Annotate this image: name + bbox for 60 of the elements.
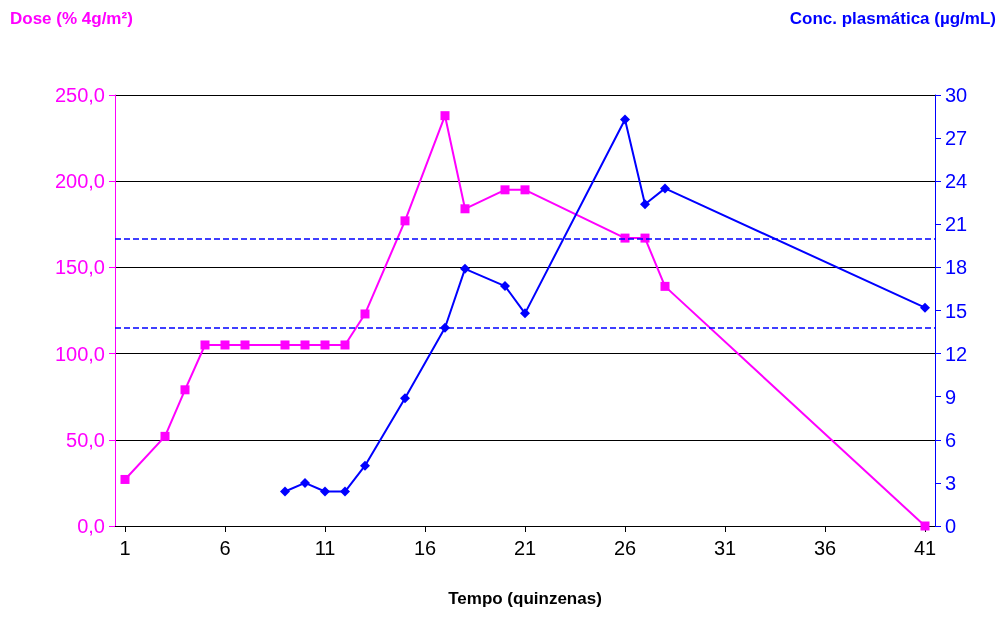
point <box>340 340 350 350</box>
x-tick-label: 1 <box>119 537 131 559</box>
point <box>280 486 290 497</box>
x-tick-label: 36 <box>813 537 837 559</box>
point <box>360 309 370 319</box>
point <box>920 521 930 531</box>
y-tick-label: 250,0 <box>54 84 105 106</box>
y2-tick-label: 0 <box>945 515 957 537</box>
y-tick-label: 200,0 <box>54 170 105 193</box>
point <box>360 460 370 471</box>
point <box>300 340 310 350</box>
point <box>220 340 230 350</box>
y-tick-label: 0,0 <box>77 515 105 537</box>
point <box>500 281 510 292</box>
point <box>920 302 930 313</box>
point <box>460 204 470 214</box>
point <box>180 385 190 395</box>
point <box>620 114 630 125</box>
x-axis-title: Tempo (quinzenas) <box>448 589 602 608</box>
point <box>160 431 170 441</box>
x-tick-label: 41 <box>913 537 937 559</box>
y2-tick-label: 9 <box>945 385 957 408</box>
y-tick-label: 100,0 <box>54 342 105 365</box>
point <box>300 477 310 488</box>
point <box>320 340 330 350</box>
point <box>340 486 350 497</box>
y-axis-title: Dose (% 4g/m²) <box>10 9 133 28</box>
y2-axis-title: Conc. plasmática (µg/mL) <box>789 9 997 28</box>
y-tick-label: 150,0 <box>54 256 105 279</box>
point <box>520 185 530 195</box>
x-tick-label: 21 <box>513 537 537 559</box>
x-tick-label: 31 <box>713 537 737 559</box>
point <box>200 340 210 350</box>
point <box>120 474 130 484</box>
point <box>640 199 650 210</box>
point <box>280 340 290 350</box>
point <box>400 393 410 404</box>
y2-tick-label: 15 <box>945 299 968 322</box>
point <box>400 216 410 226</box>
y-tick-label: 50,0 <box>66 428 105 451</box>
x-tick-label: 26 <box>613 537 637 559</box>
point <box>460 263 470 274</box>
x-tick-label: 16 <box>413 537 437 559</box>
point <box>320 486 330 497</box>
y2-tick-label: 27 <box>945 127 968 150</box>
y2-tick-label: 6 <box>945 428 957 451</box>
y2-tick-label: 3 <box>945 471 957 494</box>
y2-tick-label: 30 <box>945 84 968 106</box>
point <box>440 111 450 121</box>
point <box>240 340 250 350</box>
y2-tick-label: 18 <box>945 256 968 279</box>
point <box>660 281 670 291</box>
point <box>520 308 530 319</box>
point <box>500 185 510 195</box>
x-tick-label: 11 <box>314 537 336 559</box>
y2-tick-label: 24 <box>945 170 968 193</box>
y2-tick-label: 12 <box>945 342 968 365</box>
y2-tick-label: 21 <box>945 213 968 236</box>
point <box>660 183 670 194</box>
x-tick-label: 6 <box>219 537 231 559</box>
